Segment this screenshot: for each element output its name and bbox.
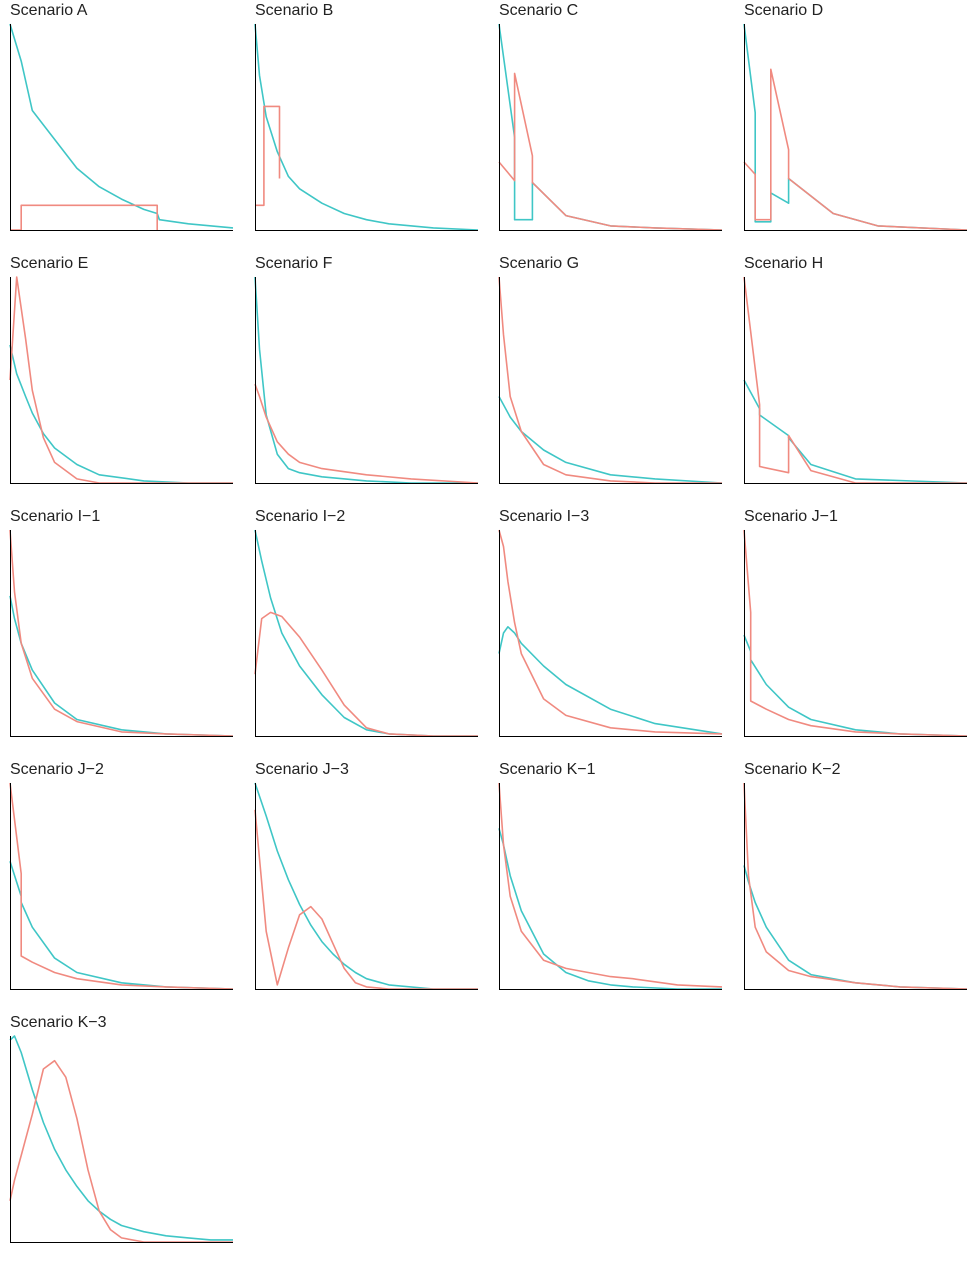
chart-plot <box>9 276 233 484</box>
panel-title: Scenario K−1 <box>499 761 596 778</box>
series-line-2 <box>498 782 723 988</box>
chart-plot <box>9 529 234 737</box>
series-line-2 <box>743 529 968 737</box>
panel-title: Scenario K−3 <box>10 1014 107 1031</box>
series-line-2 <box>498 72 723 231</box>
panel-title: Scenario B <box>255 2 334 19</box>
chart-plot <box>498 23 723 231</box>
series-line-2 <box>498 529 723 735</box>
series-line-2 <box>255 105 281 207</box>
chart-panel: Scenario I−1 <box>9 508 250 758</box>
chart-plot <box>498 276 723 484</box>
chart-panel: Scenario K−1 <box>498 761 739 1011</box>
chart-panel: Scenario E <box>9 255 250 505</box>
chart-panel: Scenario K−3 <box>9 1014 250 1264</box>
chart-plot <box>498 529 723 737</box>
chart-plot <box>9 23 234 231</box>
series-line-2 <box>254 611 478 737</box>
chart-panel: Scenario A <box>9 2 250 252</box>
series-line-1 <box>254 276 478 484</box>
panel-title: Scenario I−3 <box>499 508 590 525</box>
series-line-2 <box>743 276 967 484</box>
panel-title: Scenario J−3 <box>255 761 349 778</box>
chart-plot <box>254 529 478 737</box>
chart-panel: Scenario F <box>254 255 495 505</box>
series-line-1 <box>498 23 723 231</box>
series-line-1 <box>9 23 234 229</box>
series-line-1 <box>9 595 234 737</box>
series-line-1 <box>743 23 968 231</box>
series-line-2 <box>254 809 478 990</box>
series-line-2 <box>9 276 233 484</box>
chart-panel: Scenario H <box>743 255 972 505</box>
chart-plot <box>743 782 968 990</box>
chart-plot <box>498 782 723 990</box>
series-line-2 <box>10 204 158 231</box>
series-line-2 <box>743 782 968 990</box>
chart-plot <box>743 276 968 484</box>
chart-panel: Scenario J−3 <box>254 761 495 1011</box>
panel-title: Scenario F <box>255 255 333 272</box>
panel-title: Scenario C <box>499 2 579 19</box>
chart-panel: Scenario B <box>254 2 495 252</box>
series-line-2 <box>9 529 234 737</box>
panel-title: Scenario J−1 <box>744 508 838 525</box>
panel-title: Scenario G <box>499 255 580 272</box>
series-line-2 <box>9 1059 233 1243</box>
chart-plot <box>254 782 478 990</box>
chart-panel: Scenario J−2 <box>9 761 250 1011</box>
series-line-1 <box>498 626 723 735</box>
panel-title: Scenario I−1 <box>10 508 101 525</box>
series-line-1 <box>254 782 478 990</box>
series-line-1 <box>9 861 234 990</box>
series-line-2 <box>254 383 479 484</box>
chart-plot <box>9 1035 233 1243</box>
panel-title: Scenario J−2 <box>10 761 104 778</box>
panel-title: Scenario I−2 <box>255 508 346 525</box>
series-line-1 <box>254 529 478 737</box>
series-line-1 <box>254 23 479 231</box>
series-line-2 <box>9 782 234 990</box>
series-line-2 <box>498 276 722 484</box>
series-line-1 <box>743 865 968 990</box>
series-line-1 <box>743 379 968 484</box>
chart-plot <box>254 276 479 484</box>
series-line-1 <box>9 344 233 484</box>
series-line-1 <box>743 634 968 737</box>
panel-title: Scenario H <box>744 255 824 272</box>
panel-title: Scenario D <box>744 2 824 19</box>
series-line-2 <box>743 68 968 231</box>
chart-panel: Scenario G <box>498 255 739 505</box>
series-line-1 <box>9 1035 233 1241</box>
panel-title: Scenario A <box>10 2 88 19</box>
panel-title: Scenario E <box>10 255 89 272</box>
series-line-1 <box>498 396 723 484</box>
chart-panel: Scenario I−2 <box>254 508 495 758</box>
chart-plot <box>254 23 479 231</box>
chart-plot <box>9 782 234 990</box>
chart-panel: Scenario D <box>743 2 972 252</box>
chart-panel: Scenario J−1 <box>743 508 972 758</box>
chart-panel: Scenario C <box>498 2 739 252</box>
chart-plot <box>743 529 968 737</box>
chart-panel: Scenario I−3 <box>498 508 739 758</box>
chart-plot <box>743 23 968 231</box>
chart-panel: Scenario K−2 <box>743 761 972 1011</box>
panel-title: Scenario K−2 <box>744 761 841 778</box>
series-line-1 <box>498 828 722 990</box>
